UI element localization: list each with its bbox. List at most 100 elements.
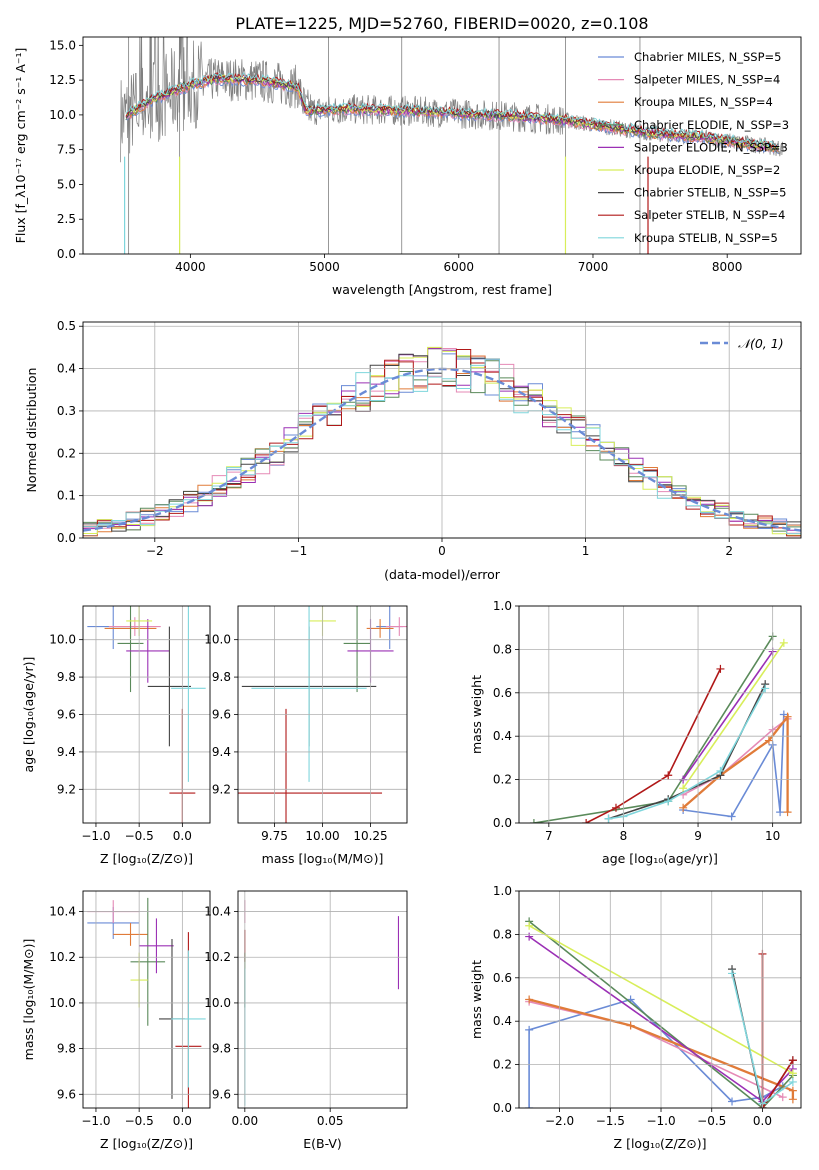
weight-marker [776,808,785,817]
figure-title: PLATE=1225, MJD=52760, FIBERID=0020, z=0… [235,14,648,33]
y-tick-label: 9.2 [57,782,76,796]
y-tick-label: 0.5 [57,319,76,333]
y-tick-label: 0.2 [57,446,76,460]
x-tick-label: 9.75 [261,829,288,843]
y-tick-label: 0.0 [493,816,512,830]
weight-marker [764,736,773,745]
x-tick-label: −0.5 [125,829,154,843]
weight-marker [788,1056,797,1065]
y-tick-label: 0.8 [493,642,512,656]
weight-marker [604,814,613,823]
x-axis-label: Z [log₁₀(Z/Z⊙)] [100,851,193,866]
weight-marker [788,1086,797,1095]
y-tick-label: 7.5 [57,143,76,157]
weight-marker [788,1077,797,1086]
y-tick-label: 0.0 [57,531,76,545]
x-tick-label: −0.5 [125,1114,154,1128]
weight-line-salp_miles [682,718,789,796]
axes-frame [82,321,802,539]
weight-marker [783,808,792,817]
weight-marker [664,797,673,806]
x-tick-label: 0.0 [173,829,192,843]
y-tick-label: 10.0 [204,996,231,1010]
y-axis-label: Normed distribution [24,368,39,493]
weight-line-salp_stelib [585,668,722,823]
x-tick-label: 10.00 [305,829,339,843]
y-tick-label: 9.4 [57,745,76,759]
legend-entry: Chabrier STELIB, N_SSP=5 [634,186,786,200]
x-tick-label: 2 [725,544,733,558]
x-tick-label: 9 [694,829,702,843]
weight-line-salp_miles [528,1000,784,1098]
y-tick-label: 10.0 [49,996,76,1010]
y-axis-label: age [log₁₀(age/yr)] [21,657,36,773]
y-tick-label: 0.0 [493,1101,512,1115]
axes-frame [82,605,211,824]
weight-marker [728,969,737,978]
weight-marker [728,1097,737,1106]
y-tick-label: 0.4 [493,729,512,743]
weight-marker [664,771,673,780]
y-tick-label: 0.3 [57,404,76,418]
x-axis-label: E(B-V) [303,1136,342,1151]
weight-marker [525,932,534,941]
y-tick-label: 0.2 [493,1058,512,1072]
x-tick-label: 6000 [444,260,475,274]
x-tick-label: −2 [146,544,164,558]
x-tick-label: −1.5 [596,1114,625,1128]
x-tick-label: 0.00 [231,1114,258,1128]
weight-line-chab_miles [528,998,784,1108]
x-tick-label: −1.0 [646,1114,675,1128]
x-tick-label: 1 [582,544,590,558]
weight-line-chab_elodie [533,635,774,823]
legend-entry: Kroupa STELIB, N_SSP=5 [634,231,778,245]
x-axis-label: Z [log₁₀(Z/Z⊙)] [614,1136,707,1151]
x-axis-label: wavelength [Angstrom, rest frame] [332,282,552,297]
weight-marker [529,819,538,823]
y-axis-label: mass [log₁₀(M/M⊙)] [21,939,36,1061]
weight-line-krou_elodie [682,642,785,789]
x-tick-label: −0.5 [697,1114,726,1128]
y-tick-label: 10.2 [49,950,76,964]
y-tick-label: 9.8 [212,1042,231,1056]
y-tick-label: 10.4 [49,905,76,919]
weight-marker [679,784,688,793]
weight-marker [525,921,534,930]
y-tick-label: 10.0 [49,633,76,647]
x-tick-label: 0.05 [317,1114,344,1128]
x-axis-label: Z [log₁₀(Z/Z⊙)] [100,1136,193,1151]
weight-marker [582,819,591,823]
weight-marker [716,664,725,673]
mass_vs_Z-panel: −1.0 −0.5 0.0 9.6 9.8 10.0 10.2 10.4 Z [log₁₀(Z/… [21,890,211,1151]
weight_vs_age-plot-area [529,632,792,823]
spectrum-panel: 4000 5000 6000 7000 8000 0.0 2.5 5.0 7.5 10.0 12.5… [13,36,802,297]
spectrum-legend: Chabrier MILES, N_SSP=5 Salpeter MILES, N… [598,50,789,245]
axes-frame [518,890,802,1109]
y-tick-label: 9.6 [57,1087,76,1101]
legend-entry: Chabrier MILES, N_SSP=5 [634,50,781,64]
weight-marker [525,1104,534,1108]
weight-marker [783,712,792,721]
x-tick-label: −1 [290,544,308,558]
weight-line-chab_elodie [528,920,794,1108]
model-spectrum-krou_stelib [125,72,779,148]
legend-entry: Kroupa MILES, N_SSP=4 [634,95,773,109]
weight-marker [716,766,725,775]
y-tick-label: 1.0 [493,884,512,898]
y-tick-label: 0.2 [493,773,512,787]
x-tick-label: 10.25 [353,829,387,843]
y-tick-label: 0.0 [57,247,76,261]
y-tick-label: 9.6 [212,1087,231,1101]
x-tick-label: 0.0 [173,1114,192,1128]
axes-frame [518,605,802,824]
x-tick-label: 7 [545,829,553,843]
age_vs_Z-panel: −1.0 −0.5 0.0 9.2 9.4 9.6 9.8 10.0 Z [log₁₀(Z/Z⊙… [21,605,211,866]
x-axis-label: (data-model)/error [384,567,501,582]
y-tick-label: 9.8 [57,670,76,684]
x-tick-label: 5000 [309,260,340,274]
legend-entry: Kroupa ELODIE, N_SSP=2 [634,163,780,177]
y-tick-label: 1.0 [493,599,512,613]
weight_vs_Z-panel: −2.0 −1.5 −1.0 −0.5 0.0 0.0 0.2 0.4 0.6 0.8 1.0 Z [… [469,884,802,1151]
x-tick-label: 10 [765,829,780,843]
